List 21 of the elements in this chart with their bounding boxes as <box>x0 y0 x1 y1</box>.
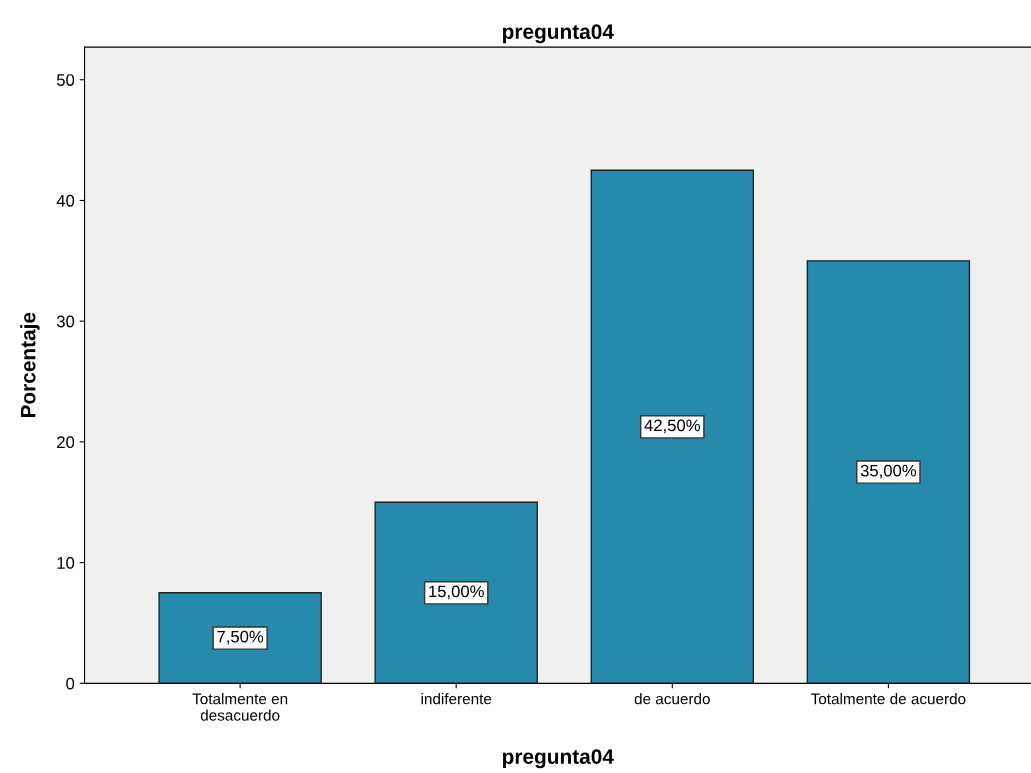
y-tick-label: 10 <box>57 557 75 569</box>
x-tick-label: de acuerdo <box>634 693 710 705</box>
data-label: 15,00% <box>429 585 484 600</box>
y-tick-label: 50 <box>56 74 75 86</box>
bar <box>806 260 971 684</box>
y-tick-label: 40 <box>56 194 75 207</box>
x-tick-label: Totalmente en desacuerdo <box>192 693 288 721</box>
x-tick-label: Totalmente de acuerdo <box>811 693 966 705</box>
chart-title: pregunta04 <box>503 24 614 44</box>
data-label: 42,50% <box>644 419 700 434</box>
bar <box>158 592 322 684</box>
y-axis-title: Porcentaje <box>20 312 40 418</box>
bar <box>590 169 755 684</box>
y-tick-label: 30 <box>56 315 75 328</box>
data-label: 35,00% <box>860 464 917 479</box>
bar <box>374 501 538 684</box>
data-label: 7,50% <box>217 630 264 645</box>
x-axis-title: pregunta04 <box>503 749 614 769</box>
y-tick-label: 0 <box>66 677 75 690</box>
x-tick-label: indiferente <box>421 693 492 705</box>
y-tick-label: 20 <box>57 436 75 449</box>
